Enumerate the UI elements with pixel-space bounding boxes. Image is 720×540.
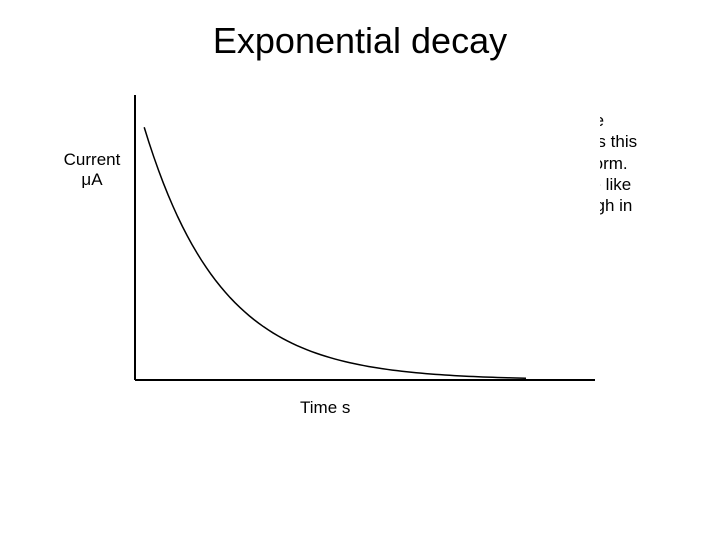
x-axis-label: Time s	[300, 398, 350, 418]
page-title: Exponential decay	[0, 20, 720, 62]
y-axis-label-line1: Current	[52, 150, 132, 170]
slide: Exponential decay Current μA Time s Whet…	[0, 0, 720, 540]
decay-curve	[144, 127, 526, 378]
decay-chart	[130, 90, 600, 385]
y-axis-label-line2: μA	[52, 170, 132, 190]
y-axis-label: Current μA	[52, 150, 132, 190]
